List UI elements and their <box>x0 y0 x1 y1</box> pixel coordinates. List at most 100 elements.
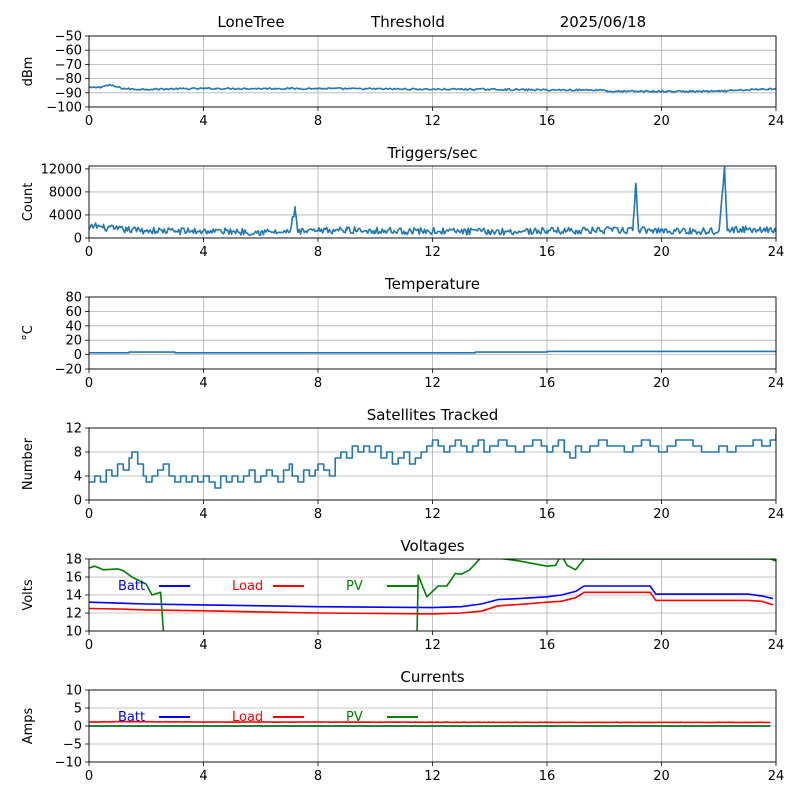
x-tick-label: 4 <box>199 376 207 391</box>
y-tick-label: −90 <box>55 86 82 101</box>
series-line-satellites <box>89 434 776 489</box>
x-tick-label: 4 <box>199 114 207 129</box>
y-tick-label: −10 <box>55 756 82 771</box>
y-tick-label: −70 <box>55 58 82 73</box>
x-tick-label: 24 <box>768 638 785 653</box>
y-tick-label: 10 <box>65 684 82 699</box>
x-tick-label: 8 <box>314 769 322 784</box>
series-line-triggers <box>89 166 776 237</box>
y-tick-label: 5 <box>74 702 82 717</box>
x-tick-label: 0 <box>85 507 93 522</box>
y-tick-label: 0 <box>74 348 82 363</box>
legend-label: PV <box>346 710 363 725</box>
y-tick-label: −100 <box>46 101 82 116</box>
header-mode: Threshold <box>370 13 445 31</box>
y-tick-label: 10 <box>65 625 82 640</box>
x-tick-label: 12 <box>424 507 441 522</box>
plot-frame <box>88 296 777 370</box>
y-tick-label: 12000 <box>41 162 82 177</box>
x-tick-label: 4 <box>199 245 207 260</box>
x-tick-label: 0 <box>85 376 93 391</box>
y-tick-label: 0 <box>74 494 82 509</box>
y-tick-label: −50 <box>55 30 82 45</box>
panel-title: Currents <box>400 668 464 686</box>
x-tick-label: 0 <box>85 769 93 784</box>
series-line-load <box>89 720 771 724</box>
x-tick-label: 4 <box>199 638 207 653</box>
y-tick-label: 16 <box>65 571 82 586</box>
series-group <box>89 720 771 727</box>
chart-panel-rssi: 0 4 8 12 16 20 24 −100−90−80−70−60−50 dBm <box>21 30 784 130</box>
y-tick-label: 14 <box>65 589 82 604</box>
x-tick-label: 20 <box>653 376 670 391</box>
x-tick-label: 16 <box>539 769 556 784</box>
legend-label: Batt <box>118 579 145 594</box>
chart-panel-voltages: 0 4 8 12 16 20 24 10 12 14 16 18 Voltages Volts Batt Lo… <box>21 537 785 653</box>
y-tick-label: 60 <box>65 305 82 320</box>
x-tick-label: 8 <box>314 114 322 129</box>
x-tick-label: 20 <box>653 245 670 260</box>
series-line-load <box>89 591 774 615</box>
x-tick-label: 24 <box>768 507 785 522</box>
x-tick-label: 12 <box>424 769 441 784</box>
legend-label: PV <box>346 579 363 594</box>
chart-panel-satellites: 0 4 8 12 16 20 24 0 4 8 12 Satellites Tracked Number <box>21 406 784 522</box>
panel-title: Temperature <box>384 275 480 293</box>
x-tick-label: 12 <box>424 376 441 391</box>
series-line-pv <box>89 559 776 631</box>
y-tick-label: 12 <box>65 422 82 437</box>
plot-frame <box>88 35 777 108</box>
header-date: 2025/06/18 <box>560 13 646 31</box>
x-tick-label: 0 <box>85 245 93 260</box>
x-tick-label: 4 <box>199 769 207 784</box>
x-tick-label: 24 <box>768 376 785 391</box>
x-tick-label: 20 <box>653 507 670 522</box>
x-tick-label: 20 <box>653 638 670 653</box>
y-axis-label: Count <box>21 183 36 222</box>
x-tick-label: 0 <box>85 114 93 129</box>
x-tick-label: 8 <box>314 507 322 522</box>
x-tick-label: 16 <box>539 114 556 129</box>
y-tick-label: −5 <box>63 738 82 753</box>
x-tick-label: 16 <box>539 245 556 260</box>
x-tick-label: 8 <box>314 376 322 391</box>
y-tick-label: 8000 <box>49 185 82 200</box>
x-tick-label: 16 <box>539 638 556 653</box>
x-tick-label: 20 <box>653 769 670 784</box>
x-tick-label: 16 <box>539 376 556 391</box>
x-tick-label: 8 <box>314 638 322 653</box>
y-tick-label: 0 <box>74 232 82 247</box>
y-tick-label: 12 <box>65 607 82 622</box>
y-tick-label: 18 <box>65 553 82 568</box>
panel-title: Triggers/sec <box>387 144 478 162</box>
y-tick-label: 4000 <box>49 208 82 223</box>
legend-label: Load <box>232 579 263 594</box>
y-tick-label: 20 <box>65 334 82 349</box>
y-axis-label: dBm <box>21 57 36 87</box>
panel-title: Satellites Tracked <box>367 406 498 424</box>
plot-frame <box>88 689 777 763</box>
plot-frame <box>88 427 777 501</box>
x-tick-label: 12 <box>424 638 441 653</box>
x-tick-label: 24 <box>768 769 785 784</box>
x-tick-label: 12 <box>424 245 441 260</box>
y-axis-label: Amps <box>21 707 36 744</box>
series-group <box>89 434 776 489</box>
x-tick-label: 24 <box>768 114 785 129</box>
x-tick-label: 12 <box>424 114 441 129</box>
y-axis-label: Volts <box>21 579 36 611</box>
x-tick-label: 24 <box>768 245 785 260</box>
chart-panel-triggers: 0 4 8 12 16 20 24 0 4000 8000 12000 Triggers/sec Cou… <box>21 144 784 260</box>
x-tick-label: 4 <box>199 507 207 522</box>
x-tick-label: 8 <box>314 245 322 260</box>
y-tick-label: −80 <box>55 72 82 87</box>
y-axis-label: °C <box>21 325 36 341</box>
y-tick-label: 40 <box>65 319 82 334</box>
x-tick-label: 16 <box>539 507 556 522</box>
y-axis-label: Number <box>21 437 36 490</box>
panel-title: Voltages <box>400 537 464 555</box>
plot-frame <box>88 165 777 239</box>
